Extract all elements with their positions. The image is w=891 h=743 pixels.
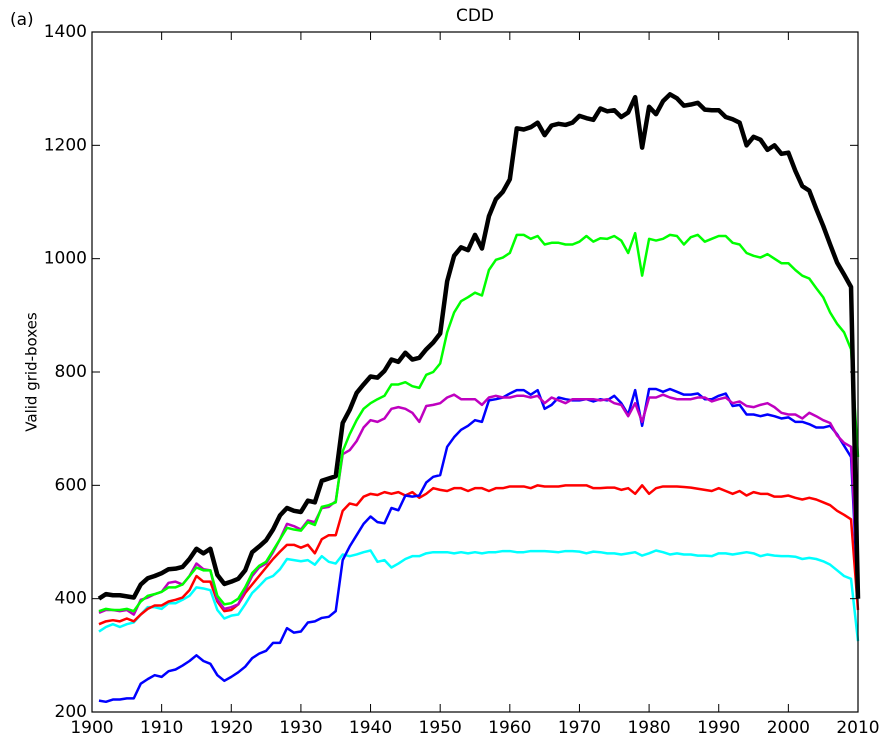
y-axis-label: Valid grid-boxes	[23, 312, 41, 432]
line-series	[98, 387, 860, 704]
line-series	[98, 231, 860, 613]
x-tick-label: 1950	[419, 718, 462, 738]
x-tick-label: 1960	[488, 718, 531, 738]
line-series	[97, 92, 861, 601]
x-tick-label: 1970	[558, 718, 601, 738]
x-tick-label: 1980	[627, 718, 670, 738]
y-tick-label: 400	[55, 589, 87, 609]
panel-label: (a)	[10, 10, 34, 30]
y-tick-label: 1000	[44, 249, 87, 269]
y-tick-label: 200	[55, 702, 87, 722]
x-tick-label: 1900	[70, 718, 113, 738]
y-tick-label: 1400	[44, 22, 87, 42]
x-tick-label: 2010	[836, 718, 879, 738]
line-series	[98, 484, 860, 626]
x-tick-label: 1940	[349, 718, 392, 738]
y-tick-label: 600	[55, 475, 87, 495]
x-tick-label: 1920	[210, 718, 253, 738]
line-series	[98, 549, 860, 642]
y-tick-label: 800	[55, 362, 87, 382]
chart-title: CDD	[456, 6, 494, 26]
x-tick-label: 2000	[767, 718, 810, 738]
x-tick-label: 1910	[140, 718, 183, 738]
x-tick-label: 1990	[697, 718, 740, 738]
x-tick-label: 1930	[279, 718, 322, 738]
line-series	[98, 393, 860, 616]
y-tick-label: 1200	[44, 135, 87, 155]
